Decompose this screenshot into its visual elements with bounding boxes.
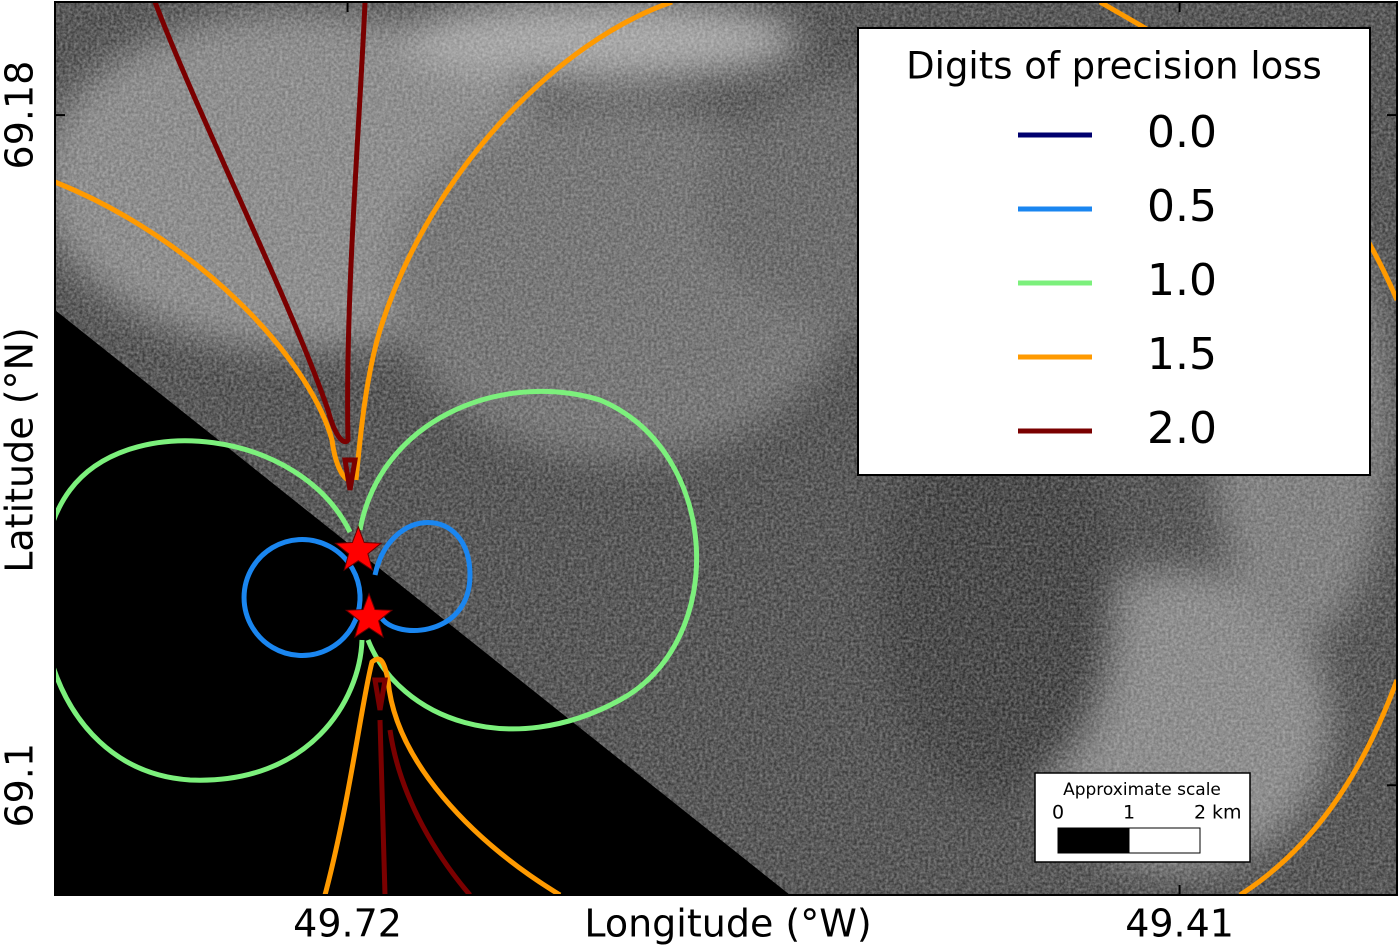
y-axis-label: Latitude (°N) — [0, 327, 42, 573]
legend-title: Digits of precision loss — [906, 45, 1322, 88]
source-star — [334, 525, 383, 572]
scale-tick-label: 0 — [1052, 802, 1064, 824]
contour-line — [372, 677, 388, 711]
legend-label: 0.5 — [1147, 181, 1217, 232]
contour-line — [55, 438, 365, 783]
legend-box — [857, 27, 1371, 476]
contour-line — [152, 2, 368, 445]
y-tick-label: 69.1 — [0, 743, 42, 828]
y-tick-label: 69.18 — [0, 61, 42, 170]
contour-line — [372, 520, 473, 633]
x-tick-label: 49.72 — [293, 902, 402, 946]
contour-line — [387, 729, 472, 895]
scale-ticks: 0 1 2 km — [1052, 802, 1242, 854]
scale-segment — [1128, 827, 1201, 854]
contour-line — [1238, 679, 1397, 895]
legend-label: 2.0 — [1147, 403, 1217, 454]
scale-segment — [1057, 827, 1130, 854]
plot-frame — [54, 1, 1398, 896]
scale-title: Approximate scale — [1063, 780, 1221, 800]
scale-tick-label: 1 — [1123, 802, 1135, 824]
scale-bar: Approximate scale 0 1 2 km — [1034, 772, 1251, 863]
x-tick-label: 49.41 — [1125, 902, 1234, 946]
source-star — [344, 592, 394, 639]
contour-line — [342, 457, 358, 491]
contour-line — [322, 656, 562, 895]
legend-label: 1.5 — [1147, 329, 1217, 380]
legend-label: 1.0 — [1147, 255, 1217, 306]
contour-line — [377, 719, 388, 895]
contour-line — [357, 389, 700, 732]
legend-items: 0.0 0.5 1.0 1.5 2.0 — [1018, 107, 1217, 454]
contour-line — [241, 537, 363, 658]
contour-line — [353, 2, 673, 481]
x-axis-label: Longitude (°W) — [584, 902, 871, 946]
sources — [334, 525, 394, 639]
scale-tick-label: 2 — [1194, 802, 1206, 824]
legend-label: 0.0 — [1147, 107, 1217, 158]
scale-unit: km — [1212, 802, 1242, 824]
contour-line — [55, 179, 351, 483]
legend: Digits of precision loss 0.0 0.5 1.0 1.5 2.0 — [857, 27, 1371, 476]
